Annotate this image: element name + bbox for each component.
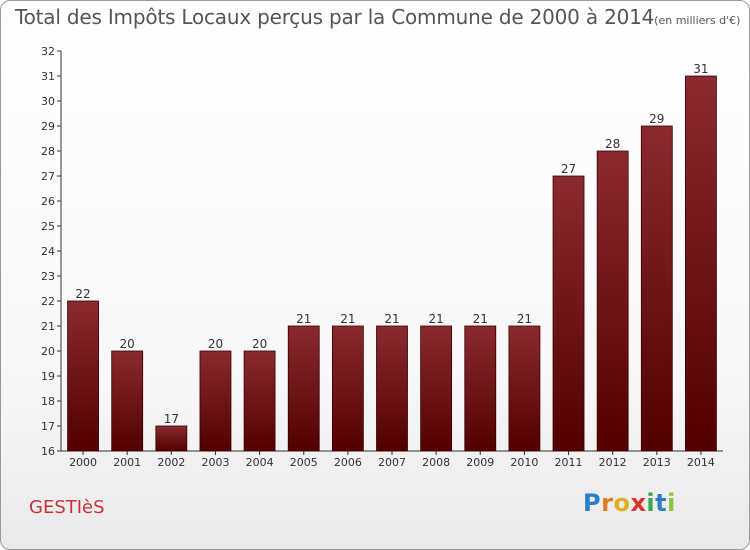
bar-2009: [464, 325, 497, 452]
chart-unit-label: (en milliers d'€): [654, 14, 741, 27]
y-tick-label: 19: [41, 370, 55, 383]
value-label-2012: 28: [605, 137, 620, 151]
bar-2013: [640, 125, 673, 452]
logo-letter: P: [583, 489, 602, 517]
bar-2004: [243, 350, 276, 452]
x-tick-label-2011: 2011: [555, 456, 583, 469]
x-tick-label-2001: 2001: [113, 456, 141, 469]
x-tick-label-2010: 2010: [510, 456, 538, 469]
y-tick-label: 27: [41, 170, 55, 183]
bar-2002: [155, 425, 188, 452]
value-label-2011: 27: [561, 162, 576, 176]
bar-2010: [508, 325, 541, 452]
x-tick-label-2007: 2007: [378, 456, 406, 469]
y-tick-label: 20: [41, 345, 55, 358]
chart-axes: 16 17 18 19 20 21 22 23 24 25 26 27 28 29 30 31 32 2000 20…: [41, 45, 723, 469]
x-tick-label-2000: 2000: [69, 456, 97, 469]
proxiti-logo: Proxiti: [583, 489, 676, 517]
logo-letter: x: [630, 489, 647, 517]
value-label-2005: 21: [296, 312, 311, 326]
value-label-2002: 17: [164, 412, 179, 426]
y-tick-label: 25: [41, 220, 55, 233]
y-tick-label: 31: [41, 70, 55, 83]
bar-2006: [331, 325, 364, 452]
bar-2000: [67, 300, 99, 452]
value-label-2007: 21: [384, 312, 399, 326]
commune-name: GESTIèS: [29, 497, 105, 518]
bar-2014: [685, 75, 717, 452]
bar-2012: [596, 150, 629, 452]
value-label-2010: 21: [517, 312, 532, 326]
y-tick-label: 16: [41, 445, 55, 458]
value-label-2006: 21: [340, 312, 355, 326]
bar-2005: [287, 325, 320, 452]
bar-2011: [552, 175, 585, 452]
bar-2007: [376, 325, 408, 452]
bar-2001: [111, 350, 144, 452]
x-tick-label-2009: 2009: [466, 456, 494, 469]
chart-title: Total des Impôts Locaux perçus par la Co…: [15, 5, 740, 29]
x-tick-label-2014: 2014: [687, 456, 715, 469]
bar-2008: [420, 325, 453, 452]
value-label-2004: 20: [252, 337, 267, 351]
y-tick-label: 23: [41, 270, 55, 283]
y-tick-label: 17: [41, 420, 55, 433]
x-tick-label-2004: 2004: [246, 456, 274, 469]
logo-letter: o: [613, 489, 631, 517]
y-tick-label: 30: [41, 95, 55, 108]
bar-2003: [199, 350, 232, 452]
x-tick-label-2003: 2003: [201, 456, 229, 469]
y-tick-label: 32: [41, 45, 55, 58]
x-tick-label-2006: 2006: [334, 456, 362, 469]
y-tick-label: 21: [41, 320, 55, 333]
y-tick-label: 28: [41, 145, 55, 158]
value-label-2009: 21: [473, 312, 488, 326]
value-label-2001: 20: [120, 337, 135, 351]
x-tick-label-2002: 2002: [157, 456, 185, 469]
y-tick-label: 18: [41, 395, 55, 408]
logo-letter: t: [655, 489, 668, 517]
logo-letter: i: [667, 489, 676, 517]
y-tick-label: 22: [41, 295, 55, 308]
value-label-2013: 29: [649, 112, 664, 126]
y-tick-label: 26: [41, 195, 55, 208]
x-tick-label-2013: 2013: [643, 456, 671, 469]
value-label-2008: 21: [428, 312, 443, 326]
x-tick-label-2005: 2005: [290, 456, 318, 469]
value-label-2000: 22: [75, 287, 90, 301]
value-label-2003: 20: [208, 337, 223, 351]
y-tick-label: 29: [41, 120, 55, 133]
logo-letter: r: [601, 489, 614, 517]
value-label-2014: 31: [693, 62, 708, 76]
x-tick-label-2012: 2012: [599, 456, 627, 469]
logo-letter: i: [646, 489, 656, 517]
x-tick-label-2008: 2008: [422, 456, 450, 469]
chart-bars: 22 20 17 20 20 21 21 21 21 21 21 27 28 29 31: [67, 62, 717, 452]
y-tick-label: 24: [41, 245, 55, 258]
chart-title-main: Total des Impôts Locaux perçus par la Co…: [15, 5, 655, 29]
